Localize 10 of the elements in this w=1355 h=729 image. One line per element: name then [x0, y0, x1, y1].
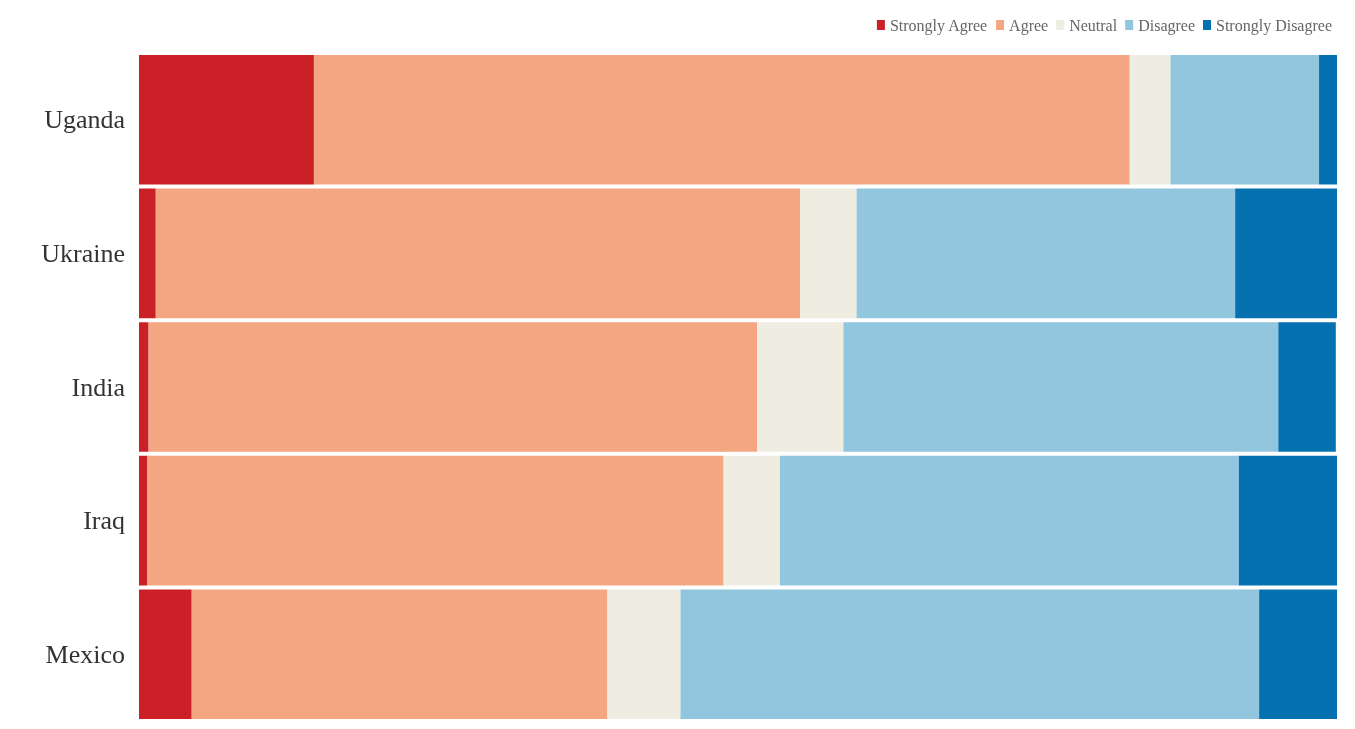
- y-tick-label: Uganda: [44, 105, 126, 135]
- legend-label: Agree: [1009, 16, 1049, 35]
- y-tick-label: Ukraine: [41, 238, 125, 268]
- legend-label: Strongly Disagree: [1216, 16, 1333, 35]
- y-tick-label: India: [71, 372, 126, 402]
- legend-label: Neutral: [1069, 16, 1118, 34]
- y-tick-label: Mexico: [45, 639, 125, 669]
- y-tick-label: Iraq: [83, 506, 125, 536]
- legend-label: Disagree: [1138, 16, 1196, 35]
- legend-label: Strongly Agree: [889, 16, 988, 35]
